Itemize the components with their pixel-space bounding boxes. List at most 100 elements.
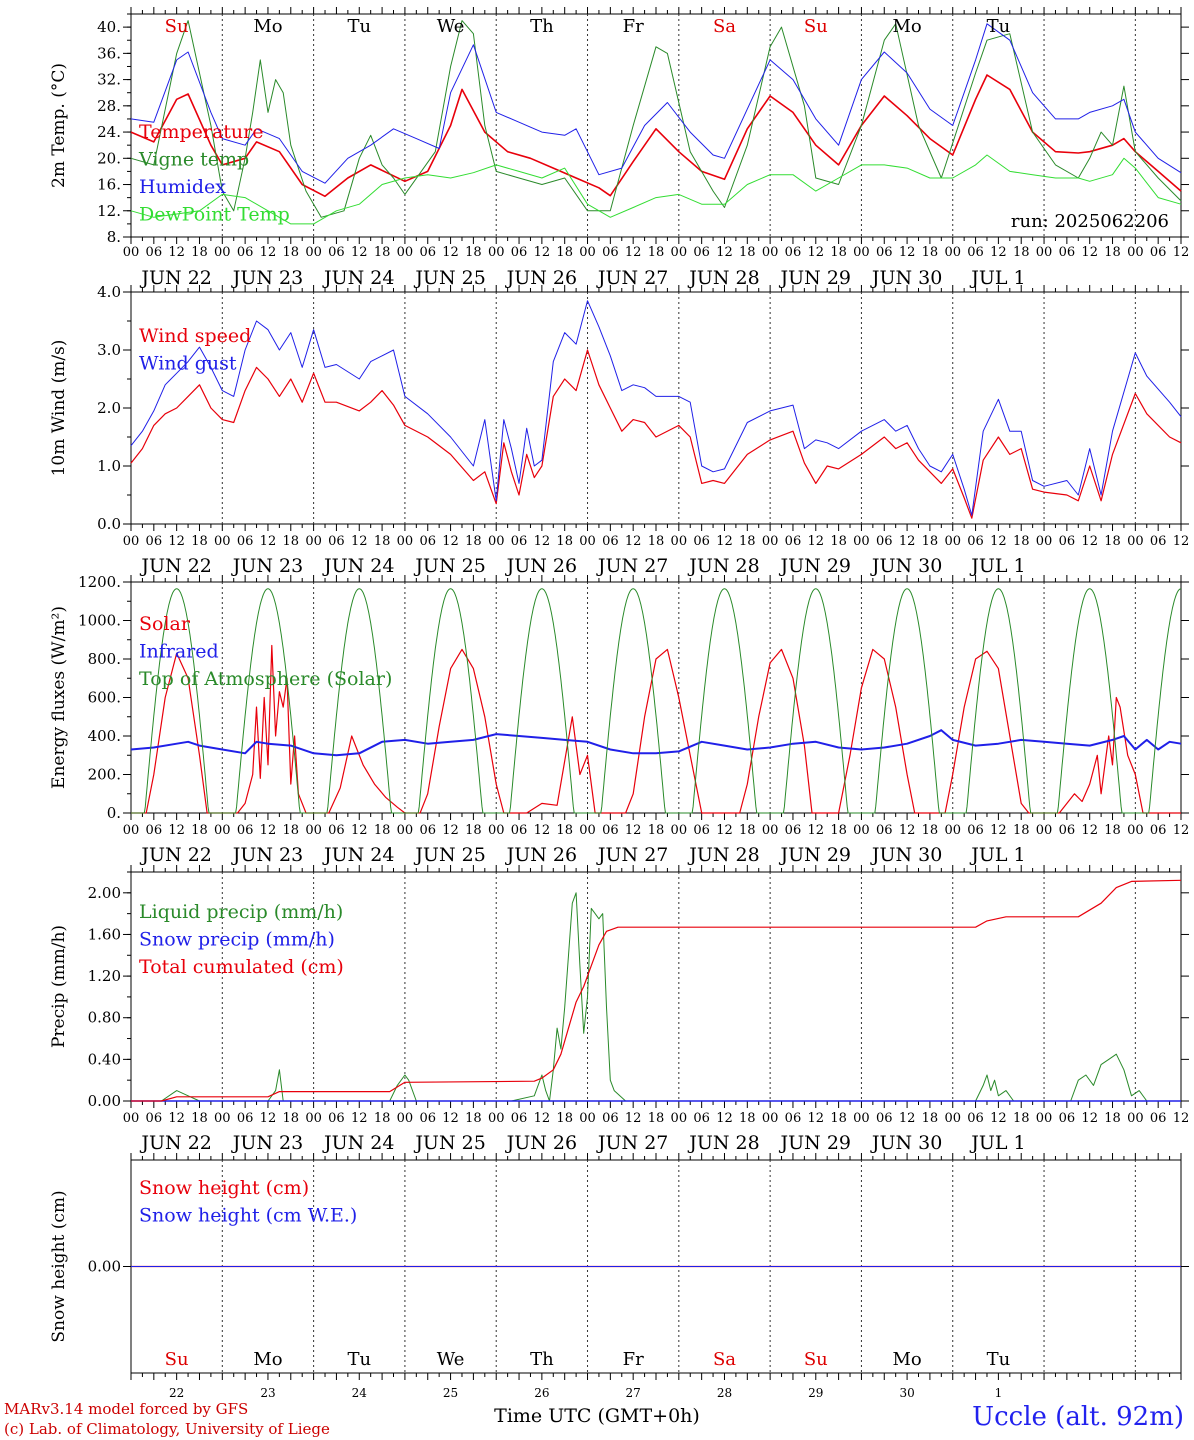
hour-tick-label: 06 xyxy=(876,823,893,838)
y-tick-label: 1.60 xyxy=(88,925,121,943)
date-label: JUN 23 xyxy=(231,267,303,289)
hour-tick-label: 06 xyxy=(876,534,893,549)
y-tick-label: 4.0 xyxy=(97,283,121,301)
hour-tick-label: 12 xyxy=(625,1111,642,1126)
hour-tick-label: 00 xyxy=(944,534,961,549)
series-line-vigne-temp xyxy=(130,20,1182,218)
hour-tick-label: 18 xyxy=(648,1111,665,1126)
panel-3 xyxy=(123,575,1189,820)
date-label: JUL 1 xyxy=(969,844,1025,866)
hour-tick-label: 18 xyxy=(922,245,939,260)
y-tick-label: 28. xyxy=(97,97,121,115)
hour-tick-label: 12 xyxy=(1173,245,1190,260)
hour-tick-label: 18 xyxy=(922,534,939,549)
hour-tick-label: 12 xyxy=(899,1111,916,1126)
hour-tick-label: 00 xyxy=(671,1111,688,1126)
y-tick-label: 8. xyxy=(107,228,121,246)
run-label: run: 2025062206 xyxy=(1011,211,1169,232)
hour-tick-label: 00 xyxy=(671,823,688,838)
hour-tick-label: 06 xyxy=(419,245,436,260)
legend-entry: Total cumulated (cm) xyxy=(139,956,344,978)
y-tick-label: 1.20 xyxy=(88,967,121,985)
legend-entry: Vigne temp xyxy=(138,149,249,171)
hour-tick-label: 12 xyxy=(534,1111,551,1126)
hour-tick-label: 06 xyxy=(785,534,802,549)
hour-tick-label: 12 xyxy=(716,1111,733,1126)
panel-1 xyxy=(123,7,1189,244)
hour-tick-label: 18 xyxy=(1013,823,1030,838)
date-label: JUN 24 xyxy=(322,555,394,577)
hour-tick-label: 18 xyxy=(374,1111,391,1126)
hour-tick-label: 18 xyxy=(374,245,391,260)
weekday-label: Sa xyxy=(713,16,736,37)
hour-tick-label: 12 xyxy=(899,245,916,260)
hour-tick-label: 18 xyxy=(648,823,665,838)
hour-tick-label: 06 xyxy=(602,823,619,838)
hour-tick-label: 18 xyxy=(922,823,939,838)
date-label: JUN 29 xyxy=(779,844,851,866)
legend-entry: Liquid precip (mm/h) xyxy=(139,901,343,923)
hour-tick-label: 06 xyxy=(237,823,254,838)
weekday-label: We xyxy=(437,1349,465,1370)
hour-tick-label: 12 xyxy=(351,534,368,549)
hour-tick-label: 18 xyxy=(556,823,573,838)
hour-tick-label: 00 xyxy=(579,534,596,549)
y-tick-label: 16. xyxy=(97,176,121,194)
weekday-label: Sa xyxy=(713,1349,736,1370)
y-tick-label: 1000. xyxy=(78,612,121,630)
series-line-wind-gust xyxy=(130,300,1182,516)
legend-entry: Snow height (cm W.E.) xyxy=(139,1205,357,1227)
hour-tick-label: 12 xyxy=(260,245,277,260)
legend-entry: Temperature xyxy=(139,121,263,143)
hour-tick-label: 06 xyxy=(1150,823,1167,838)
hour-tick-label: 12 xyxy=(534,823,551,838)
weekday-label: Tu xyxy=(987,1349,1011,1370)
weekday-label: Su xyxy=(804,1349,828,1370)
hour-tick-label: 18 xyxy=(1104,823,1121,838)
hour-tick-label: 18 xyxy=(283,823,300,838)
hour-tick-label: 00 xyxy=(305,534,322,549)
station-label: Uccle (alt. 92m) xyxy=(972,1402,1184,1432)
hour-tick-label: 12 xyxy=(716,534,733,549)
day-number-label: 23 xyxy=(260,1386,275,1400)
y-tick-label: 3.0 xyxy=(97,341,121,359)
hour-tick-label: 06 xyxy=(967,245,984,260)
y-tick-label: 2.0 xyxy=(97,399,121,417)
hour-tick-label: 12 xyxy=(168,245,185,260)
date-label: JUL 1 xyxy=(969,1132,1025,1154)
hour-tick-label: 06 xyxy=(419,1111,436,1126)
legend-entry: DewPoint Temp xyxy=(139,204,290,226)
hour-tick-label: 00 xyxy=(1036,1111,1053,1126)
hour-tick-label: 18 xyxy=(830,534,847,549)
hour-tick-label: 18 xyxy=(1013,1111,1030,1126)
legend-entry: Wind speed xyxy=(139,325,251,347)
series-line-infrared xyxy=(130,729,1182,757)
hour-tick-label: 12 xyxy=(442,1111,459,1126)
hour-tick-label: 00 xyxy=(1036,245,1053,260)
hour-tick-label: 00 xyxy=(488,534,505,549)
hour-tick-label: 00 xyxy=(762,245,779,260)
day-number-label: 26 xyxy=(534,1386,549,1400)
hour-tick-label: 12 xyxy=(168,1111,185,1126)
hour-tick-label: 00 xyxy=(214,1111,231,1126)
hour-tick-label: 12 xyxy=(625,823,642,838)
hour-tick-label: 06 xyxy=(693,1111,710,1126)
weekday-label: Fr xyxy=(623,16,644,37)
hour-tick-label: 18 xyxy=(648,245,665,260)
hour-tick-label: 00 xyxy=(579,1111,596,1126)
hour-tick-label: 18 xyxy=(830,823,847,838)
hour-tick-label: 18 xyxy=(556,534,573,549)
hour-tick-label: 06 xyxy=(146,534,163,549)
hour-tick-label: 06 xyxy=(876,1111,893,1126)
hour-tick-label: 12 xyxy=(442,245,459,260)
hour-tick-label: 12 xyxy=(716,823,733,838)
y-tick-label: 200. xyxy=(88,766,121,784)
hour-tick-label: 00 xyxy=(397,534,414,549)
series-line-top-of-atmosphere-solar xyxy=(131,588,1182,814)
hour-tick-label: 18 xyxy=(465,245,482,260)
hour-tick-label: 06 xyxy=(511,1111,528,1126)
hour-tick-label: 06 xyxy=(1059,245,1076,260)
hour-tick-label: 06 xyxy=(1059,1111,1076,1126)
meteogram-chart: 00 06 12 18 00 06 12 18 00 06 12 18 00 06 12 18 00 06 12 18… xyxy=(49,7,1190,1400)
y-axis-label: Snow height (cm) xyxy=(49,1190,69,1342)
